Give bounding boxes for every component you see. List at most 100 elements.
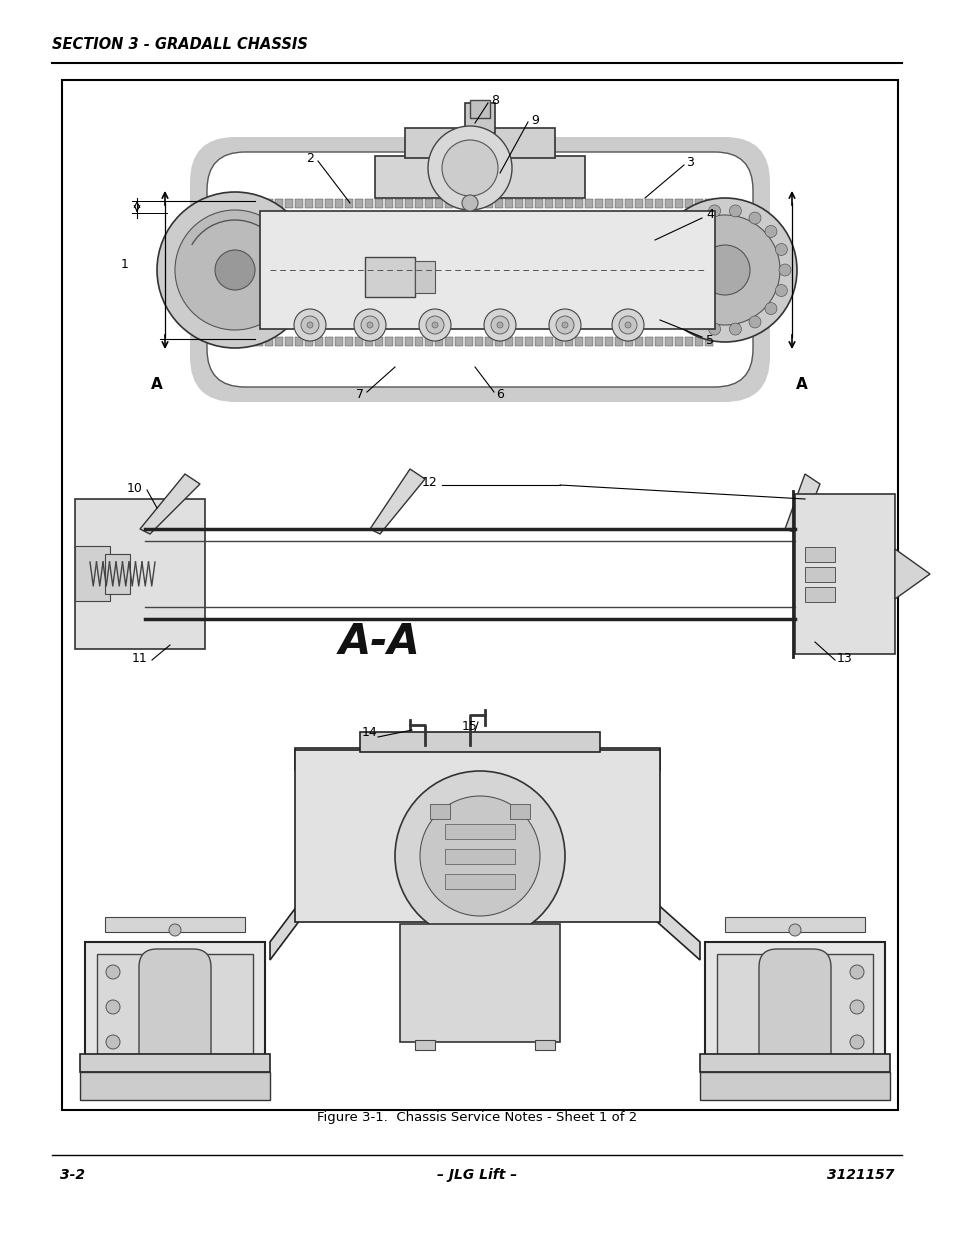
Circle shape — [214, 249, 254, 290]
Circle shape — [360, 316, 378, 333]
Bar — [704, 199, 712, 207]
Text: 4: 4 — [705, 209, 713, 221]
Bar — [535, 1040, 555, 1050]
Bar — [470, 100, 490, 119]
Circle shape — [561, 322, 567, 329]
Bar — [624, 199, 633, 207]
Bar — [365, 199, 373, 207]
Bar — [635, 337, 642, 346]
Bar — [564, 199, 573, 207]
Bar — [314, 199, 323, 207]
Bar — [675, 337, 682, 346]
Bar — [535, 199, 542, 207]
Circle shape — [483, 309, 516, 341]
Circle shape — [659, 264, 670, 275]
Text: 8: 8 — [491, 94, 498, 106]
Bar — [804, 567, 834, 582]
Bar — [504, 199, 513, 207]
Circle shape — [307, 322, 313, 329]
Text: 1: 1 — [121, 258, 129, 272]
Bar — [274, 199, 283, 207]
Circle shape — [618, 316, 637, 333]
Bar — [495, 199, 502, 207]
Bar — [75, 546, 110, 601]
Circle shape — [764, 226, 776, 237]
Bar — [365, 257, 415, 296]
Circle shape — [779, 264, 790, 275]
FancyBboxPatch shape — [139, 948, 211, 1070]
Circle shape — [788, 924, 801, 936]
Bar — [424, 337, 433, 346]
Circle shape — [662, 284, 674, 296]
Text: 5: 5 — [705, 333, 713, 347]
Circle shape — [419, 797, 539, 916]
Circle shape — [367, 322, 373, 329]
Bar — [615, 337, 622, 346]
Bar — [564, 337, 573, 346]
Bar — [464, 337, 473, 346]
Bar — [535, 337, 542, 346]
Bar — [584, 199, 593, 207]
Bar — [444, 874, 515, 889]
Bar — [615, 199, 622, 207]
Circle shape — [169, 924, 181, 936]
Bar — [305, 337, 313, 346]
Circle shape — [688, 316, 700, 329]
Text: 2: 2 — [306, 152, 314, 164]
Bar — [455, 199, 462, 207]
Bar — [794, 494, 894, 655]
Circle shape — [432, 322, 437, 329]
Bar — [475, 199, 482, 207]
Bar — [484, 199, 493, 207]
Bar — [544, 199, 553, 207]
Text: A-A: A-A — [338, 621, 420, 663]
Bar — [105, 918, 245, 932]
Bar — [395, 199, 402, 207]
FancyBboxPatch shape — [207, 152, 752, 387]
Bar — [524, 337, 533, 346]
Bar — [430, 804, 450, 819]
Bar — [415, 261, 435, 293]
Circle shape — [354, 309, 386, 341]
Bar — [415, 1040, 435, 1050]
Bar — [80, 1053, 270, 1072]
Polygon shape — [784, 474, 820, 534]
Bar — [335, 199, 343, 207]
Text: 12: 12 — [421, 477, 437, 489]
Bar — [624, 337, 633, 346]
Bar — [464, 199, 473, 207]
Bar — [804, 547, 834, 562]
Bar — [375, 156, 584, 198]
Bar — [105, 555, 130, 594]
Bar — [504, 337, 513, 346]
Circle shape — [775, 284, 786, 296]
Circle shape — [672, 226, 684, 237]
Circle shape — [708, 324, 720, 335]
Circle shape — [672, 303, 684, 315]
Polygon shape — [270, 902, 299, 960]
Bar — [544, 337, 553, 346]
FancyBboxPatch shape — [190, 137, 769, 403]
Bar — [695, 337, 702, 346]
Bar — [85, 942, 265, 1072]
Circle shape — [157, 191, 313, 348]
Bar — [684, 199, 692, 207]
Bar — [664, 337, 672, 346]
Text: 11: 11 — [132, 652, 148, 664]
Bar — [435, 337, 442, 346]
Text: 6: 6 — [496, 389, 503, 401]
Text: 3121157: 3121157 — [825, 1168, 893, 1182]
Circle shape — [849, 1035, 863, 1049]
Bar — [675, 199, 682, 207]
Bar — [524, 199, 533, 207]
Bar — [405, 128, 555, 158]
Circle shape — [426, 316, 443, 333]
Bar — [62, 80, 897, 1110]
Bar — [510, 804, 530, 819]
Polygon shape — [140, 474, 200, 534]
Bar — [644, 337, 652, 346]
Bar — [314, 337, 323, 346]
Circle shape — [849, 1000, 863, 1014]
Circle shape — [294, 309, 326, 341]
Bar — [584, 337, 593, 346]
